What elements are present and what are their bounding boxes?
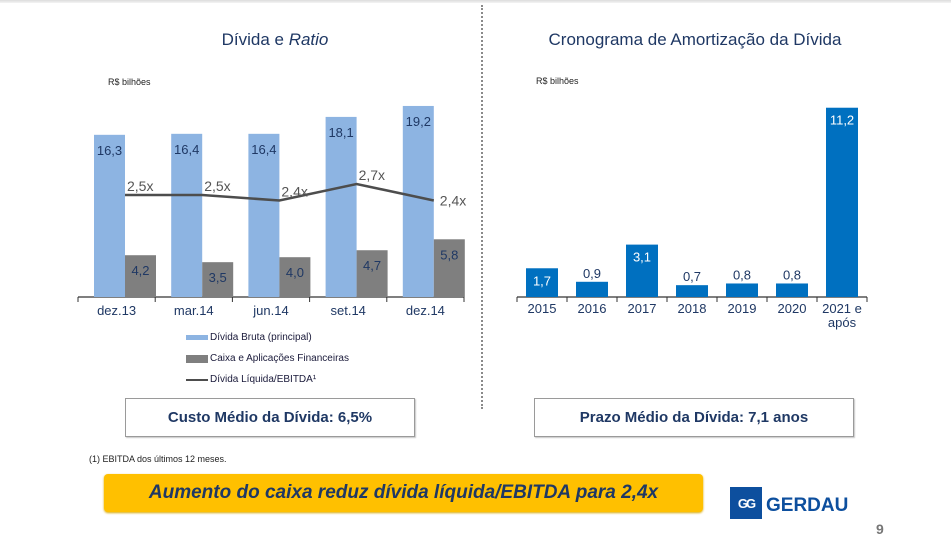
right-x-tick-label: 2017 [628,301,657,316]
cash-bar [433,239,465,297]
gross-debt-label: 19,2 [406,114,431,129]
legend-item-cash: Caixa e Aplicações Financeiras [186,348,349,369]
gross-debt-bar [171,133,203,297]
amortization-bar [526,268,558,297]
footnote: (1) EBITDA dos últimos 12 meses. [89,454,227,464]
amortization-bar [826,107,858,297]
left-chart-title-italic: Ratio [288,30,329,49]
left-chart-title: Dívida e Ratio [90,30,460,50]
right-x-tick-label: 2015 [528,301,557,316]
amortization-label: 0,8 [733,267,751,282]
cash-bar [202,262,234,297]
gross-debt-label: 18,1 [328,125,353,140]
gross-debt-label: 16,3 [97,143,122,158]
cash-bar [356,250,388,297]
legend-swatch-gross-debt [186,335,208,340]
right-x-tick-label: após [828,315,857,330]
cash-bar [125,255,156,297]
cash-bar [279,257,311,297]
right-x-tick-label: 2016 [578,301,607,316]
left-x-tick-label: jun.14 [252,303,288,318]
ratio-label: 2,4x [440,193,466,209]
legend-item-ratio: Dívida Líquida/EBITDA¹ [186,369,349,390]
amortization-bar [576,281,608,297]
right-x-tick-label: 2019 [728,301,757,316]
gerdau-logo-mark-icon: GG [730,487,762,519]
right-unit-label: R$ bilhões [536,76,579,86]
amortization-label: 0,9 [583,266,601,281]
gross-debt-bar [94,134,125,297]
amortization-bar [776,283,808,297]
legend-item-gross-debt: Dívida Bruta (principal) [186,327,349,348]
amortization-bar [726,283,758,297]
right-x-tick-label: 2021 e [822,301,862,316]
gross-debt-label: 16,4 [174,142,199,157]
left-x-tick-label: dez.13 [97,303,136,318]
left-x-tick-label: dez.14 [406,303,445,318]
right-x-tick-label: 2020 [778,301,807,316]
cash-label: 4,0 [286,265,304,280]
avg-cost-kpi: Custo Médio da Dívida: 6,5% [125,398,415,437]
left-x-tick-label: mar.14 [174,303,214,318]
gerdau-logo: GG GERDAU [730,487,848,519]
amortization-label: 11,2 [830,113,854,128]
cash-label: 4,2 [131,263,149,278]
left-x-tick-label: set.14 [330,303,365,318]
cash-label: 4,7 [363,258,381,273]
page-number: 9 [876,521,884,537]
right-x-tick-label: 2018 [678,301,707,316]
amortization-bar [626,244,658,297]
amortization-label: 3,1 [633,250,651,265]
ratio-line [125,182,435,202]
gross-debt-bar [325,116,357,297]
left-legend: Dívida Bruta (principal) Caixa e Aplicaç… [186,327,349,390]
left-chart-title-main: Dívida e [221,30,289,49]
ratio-label: 2,7x [359,167,385,183]
legend-label-ratio: Dívida Líquida/EBITDA¹ [210,374,317,385]
amortization-bar [676,285,708,297]
legend-swatch-ratio [186,378,208,381]
cash-label: 3,5 [209,270,227,285]
cash-label: 5,8 [440,247,458,262]
legend-swatch-cash [186,354,208,363]
gross-debt-label: 16,4 [251,142,276,157]
right-chart-title: Cronograma de Amortização da Dívida [548,30,842,49]
ratio-label: 2,5x [127,178,153,194]
ratio-label: 2,4x [281,184,307,200]
top-band [0,0,951,3]
ratio-label: 2,5x [204,178,230,194]
gross-debt-bar [248,133,280,297]
amortization-label: 0,7 [683,269,701,284]
gross-debt-bar [402,105,434,298]
gerdau-logo-text: GERDAU [766,495,849,516]
legend-label-cash: Caixa e Aplicações Financeiras [210,353,349,364]
left-unit-label: R$ bilhões [108,77,151,87]
panel-divider [481,5,483,409]
legend-label-gross-debt: Dívida Bruta (principal) [210,332,312,343]
avg-term-kpi: Prazo Médio da Dívida: 7,1 anos [534,398,854,437]
amortization-label: 0,8 [783,267,801,282]
amortization-label: 1,7 [533,273,551,288]
headline-banner: Aumento do caixa reduz dívida líquida/EB… [104,474,703,512]
